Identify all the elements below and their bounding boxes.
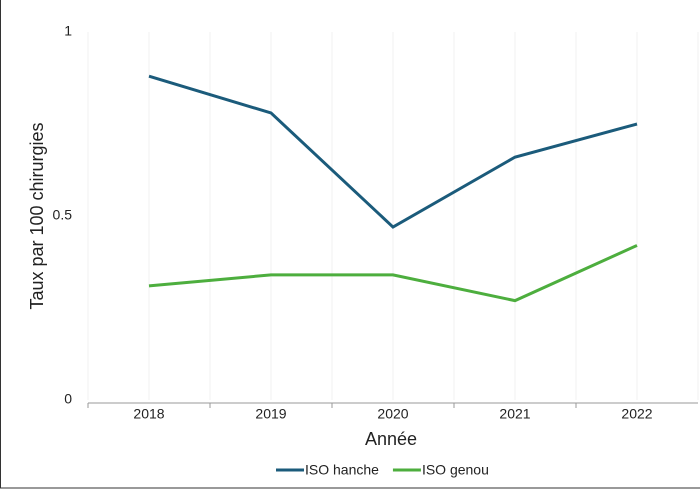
x-tick-label: 2022 xyxy=(621,406,652,422)
y-tick-label: 1 xyxy=(64,23,72,39)
x-axis-label: Année xyxy=(365,429,417,449)
y-tick-label: 0 xyxy=(64,391,72,407)
legend-label: ISO hanche xyxy=(305,462,379,478)
series-line xyxy=(148,244,638,303)
x-tick-label: 2018 xyxy=(133,406,164,422)
y-tick-label: 0.5 xyxy=(53,207,73,223)
x-tick-label: 2019 xyxy=(255,406,286,422)
legend-label: ISO genou xyxy=(422,462,489,478)
x-tick-label: 2020 xyxy=(377,406,408,422)
x-tick-label: 2021 xyxy=(499,406,530,422)
y-axis-label: Taux par 100 chirurgies xyxy=(27,122,47,309)
series-line xyxy=(148,74,638,229)
